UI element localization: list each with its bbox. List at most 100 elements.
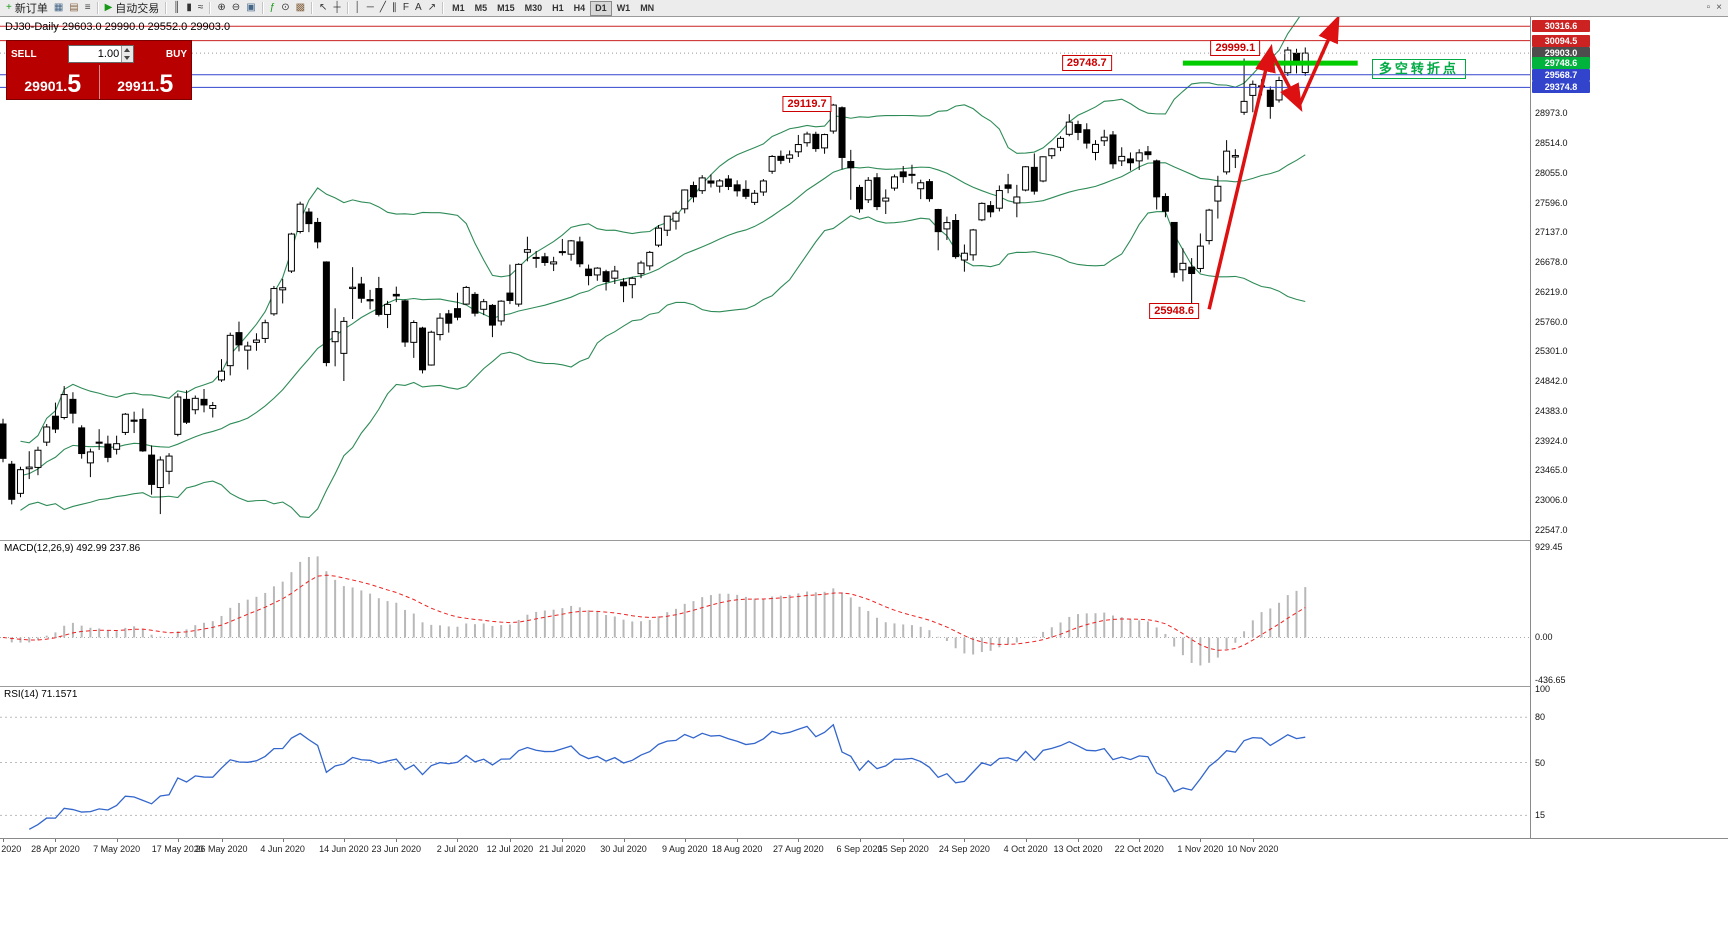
price-line-label: 29374.8 [1532,81,1590,94]
market-watch-button[interactable]: ≡ [82,1,94,16]
trendline-icon: ╱ [379,2,386,13]
date-tick [1139,839,1141,842]
date-label: 2 Jul 2020 [436,844,479,854]
zoom-out-button[interactable]: ⊖ [229,1,243,16]
bollinger-bands [20,7,1306,519]
price-callout[interactable]: 29999.1 [1210,39,1261,56]
timeframe-M5[interactable]: M5 [470,1,493,16]
date-label: 4 Jun 2020 [260,844,305,854]
timeframe-M30[interactable]: M30 [520,1,548,16]
timeframe-W1[interactable]: W1 [612,1,636,16]
timeframe-MN[interactable]: MN [635,1,659,16]
price-tick-label: 27596.0 [1535,197,1568,208]
tile-windows-button[interactable]: ▣ [243,1,258,16]
zoom-in-button[interactable]: ⊕ [214,1,228,16]
new-order-icon: + [6,2,12,13]
price-line-label: 29748.6 [1532,57,1590,70]
volume-spinners [121,46,134,62]
date-label: 21 Jul 2020 [539,844,586,854]
date-axis[interactable]: Apr 2020 28 Apr 2020 7 May 2020 17 May 2020… [0,838,1728,860]
date-tick [1200,839,1202,842]
macd-indicator-pane[interactable] [0,541,1530,686]
price-tick-label: 25760.0 [1535,316,1568,327]
price-chart-pane[interactable] [0,7,1530,540]
toolbar-separator [261,2,264,14]
volume-stepper [68,45,135,63]
bar-chart-button[interactable]: ║ [170,1,183,16]
timeframe-M15[interactable]: M15 [492,1,520,16]
timeframe-M1[interactable]: M1 [447,1,470,16]
crosshair-button[interactable]: ┼ [330,1,343,16]
timeframe-H4[interactable]: H4 [569,1,591,16]
autotrading-button-label: 自动交易 [115,3,160,15]
profiles-button[interactable]: ▤ [66,1,81,16]
text-button[interactable]: A [412,1,425,16]
horizontal-line-icon: ─ [366,2,374,13]
new-order-button[interactable]: + 新订单 [3,1,51,16]
date-label: 27 Aug 2020 [773,844,824,854]
date-tick [221,839,223,842]
price-tick-label: 28973.0 [1535,108,1568,119]
periods-button[interactable]: ⊙ [278,1,292,16]
chart-window-button[interactable]: ▦ [51,1,66,16]
candlestick-chart-button[interactable]: ▮ [183,1,195,16]
volume-input[interactable] [69,46,122,62]
horizontal-lines[interactable] [0,25,1530,88]
timeframe-D1[interactable]: D1 [590,0,612,16]
fibonacci-button[interactable]: F [400,1,412,16]
ohlc-values-label: 29603.0 29990.0 29552.0 29903.0 [61,21,231,33]
chart-window-icon: ▦ [53,2,64,13]
price-tick-label: 23465.0 [1535,465,1568,476]
text-icon: A [415,2,422,13]
rsi-axis-label: 100 [1535,684,1551,694]
macd-name: MACD(12,26,9) [4,543,74,554]
date-tick [903,839,905,842]
vertical-line-button[interactable]: │ [352,1,364,16]
date-label: 23 Jun 2020 [371,844,422,854]
annotation-label[interactable]: 多空转折点 [1371,58,1466,79]
date-tick [684,839,686,842]
price-line-label: 29903.0 [1532,47,1590,60]
date-label: 26 May 2020 [195,844,248,854]
rsi-name: RSI(14) [4,689,39,700]
cursor-button[interactable]: ↖ [316,1,330,16]
candlestick-chart-icon: ▮ [186,2,192,13]
sell-label-button[interactable]: SELL [11,48,37,60]
date-tick [3,839,4,842]
templates-button[interactable]: ▩ [293,1,308,16]
rsi-chart [0,716,1530,830]
macd-value: 492.99 [76,543,107,554]
macd-splitter[interactable] [0,540,1728,541]
line-chart-button[interactable]: ≈ [195,1,207,16]
price-callout[interactable]: 29119.7 [782,95,832,112]
trend-arrows[interactable] [1207,14,1340,310]
buy-price-button[interactable]: 29911. 5 [100,65,192,99]
rsi-indicator-pane[interactable] [0,687,1530,838]
buy-label-button[interactable]: BUY [165,48,187,60]
channel-button[interactable]: ∥ [389,1,400,16]
window-restore-button[interactable]: ▫ [1704,1,1714,16]
price-tick-label: 22547.0 [1535,524,1568,535]
channel-icon: ∥ [391,2,397,13]
trendline-button[interactable]: ╱ [377,1,389,16]
arrows-button[interactable]: ↗ [425,1,439,16]
price-callout[interactable]: 25948.6 [1149,303,1200,320]
candles-layer [0,46,1309,515]
timeframe-H1[interactable]: H1 [547,1,569,16]
volume-down-button[interactable] [122,54,134,62]
rsi-label: RSI(14) 71.1571 [4,689,77,700]
autotrading-button[interactable]: ▶ 自动交易 [102,1,163,16]
candlestick-chart [0,7,1530,519]
volume-up-button[interactable] [122,46,134,54]
sell-price-button[interactable]: 29901. 5 [7,65,100,99]
rsi-splitter[interactable] [0,686,1728,687]
price-line-label: 30316.6 [1532,20,1590,33]
price-callout[interactable]: 29748.7 [1061,55,1112,72]
date-tick [562,839,564,842]
price-axis[interactable]: 28973.0 28514.0 28055.0 27596.0 27137.0 26678… [1530,17,1728,860]
zoom-out-icon: ⊖ [231,2,241,13]
indicators-button[interactable]: ƒ [267,1,279,16]
horizontal-line-button[interactable]: ─ [364,1,377,16]
bar-chart-icon: ║ [173,2,181,13]
window-close-button[interactable]: × [1713,1,1725,16]
